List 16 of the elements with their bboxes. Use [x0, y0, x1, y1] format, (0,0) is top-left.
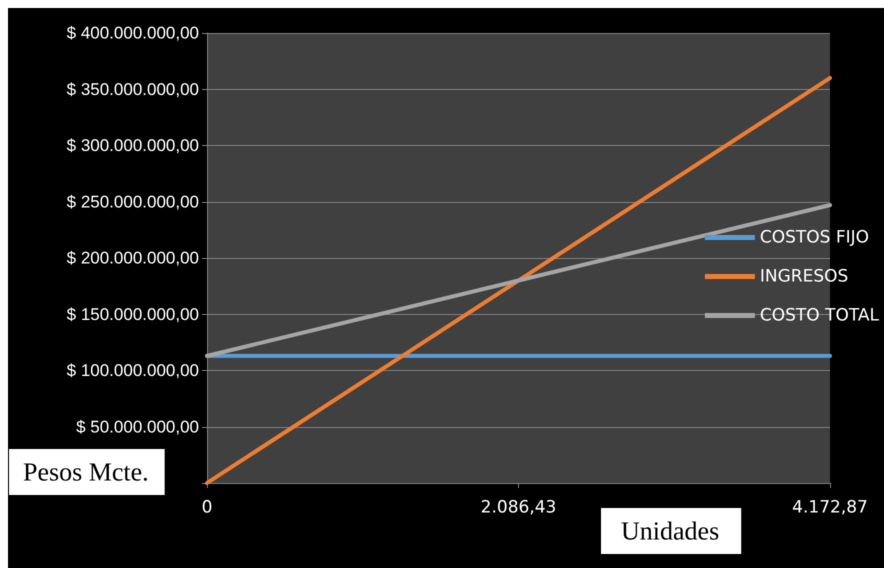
x-axis-title: Unidades	[621, 516, 720, 546]
legend-label: COSTO TOTAL	[760, 306, 880, 326]
x-tick-label: 2.086,43	[480, 498, 556, 518]
y-tick-label: $ 100.000.000,00	[66, 361, 199, 380]
y-tick-label: $ 300.000.000,00	[66, 136, 199, 155]
y-tick-label: $ 350.000.000,00	[66, 80, 199, 99]
y-tick-label: $ 250.000.000,00	[66, 192, 199, 212]
y-tick-label: $ 400.000.000,00	[66, 24, 199, 42]
y-axis-title: Pesos Mcte.	[23, 458, 149, 486]
y-tick-label: $ 200.000.000,00	[66, 248, 199, 268]
y-tick-label: $ 50.000.000,00	[76, 417, 199, 436]
legend-label: COSTOS FIJO	[760, 228, 870, 248]
legend-label: INGRESOS	[760, 266, 848, 286]
y-tick-label: $ 150.000.000,00	[66, 304, 199, 324]
x-tick-label: 4.172,87	[792, 498, 868, 518]
x-tick-label: 0	[202, 498, 212, 518]
